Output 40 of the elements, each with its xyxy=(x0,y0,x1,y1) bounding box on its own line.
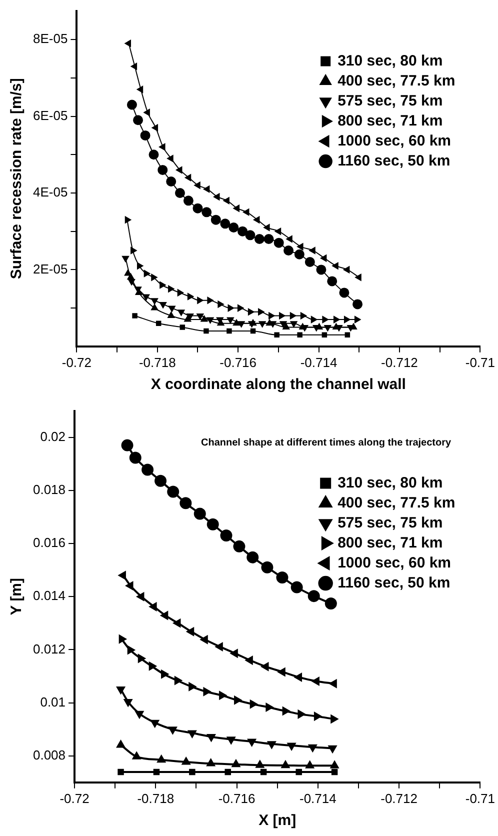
y-tick-label: 6E-05 xyxy=(32,108,68,123)
x-tick-label: -0.712 xyxy=(380,790,418,806)
x-axis-title: X coordinate along the channel wall xyxy=(150,376,406,394)
y-axis-title: Y [m] xyxy=(8,578,26,616)
x-tick-label: -0.712 xyxy=(381,354,418,370)
legend-label: 310 sec, 80 km xyxy=(338,52,443,70)
y-tick-label: 0.008 xyxy=(32,747,66,762)
y-tick-label: 0.018 xyxy=(32,482,66,498)
y-axis-title: Surface recession rate [m/s] xyxy=(8,78,26,280)
x-tick-label: -0.718 xyxy=(138,354,176,370)
y-tick-label: 2E-05 xyxy=(32,261,68,276)
y-tick-label: 4E-05 xyxy=(32,184,68,200)
legend-label: 1160 sec, 50 km xyxy=(338,152,450,170)
x-tick-label: -0.716 xyxy=(220,354,257,370)
legend-label: 575 sec, 75 km xyxy=(338,92,443,110)
legend-label: 1000 sec, 60 km xyxy=(338,132,452,150)
x-tick-label: -0.718 xyxy=(137,790,174,806)
x-tick-label: -0.71 xyxy=(465,354,496,370)
legend-label: 800 sec, 71 km xyxy=(338,534,443,552)
x-tick-label: -0.71 xyxy=(465,790,496,806)
legend-label: 400 sec, 77.5 km xyxy=(338,494,456,512)
x-tick-label: -0.72 xyxy=(62,354,92,370)
x-tick-label: -0.714 xyxy=(299,790,336,806)
y-tick-label: 0.01 xyxy=(40,694,66,710)
text: Channel shape at different times along the trajectory xyxy=(201,438,452,449)
x-tick-label: -0.72 xyxy=(60,790,90,806)
y-tick-label: 8E-05 xyxy=(32,31,68,46)
legend-label: 575 sec, 75 km xyxy=(338,514,443,532)
x-tick-label: -0.716 xyxy=(218,790,256,806)
legend-label: 310 sec, 80 km xyxy=(338,474,443,492)
x-tick-label: -0.714 xyxy=(300,354,338,370)
legend-label: 400 sec, 77.5 km xyxy=(338,72,456,90)
legend-label: 1160 sec, 50 km xyxy=(338,574,450,592)
x-axis-title: X [m] xyxy=(258,812,296,830)
legend-label: 800 sec, 71 km xyxy=(338,112,443,130)
y-tick-label: 0.016 xyxy=(32,535,66,550)
y-tick-label: 0.02 xyxy=(40,428,66,444)
legend-label: 1000 sec, 60 km xyxy=(338,554,452,572)
y-tick-label: 0.012 xyxy=(32,641,66,656)
y-tick-label: 0.014 xyxy=(32,588,66,604)
